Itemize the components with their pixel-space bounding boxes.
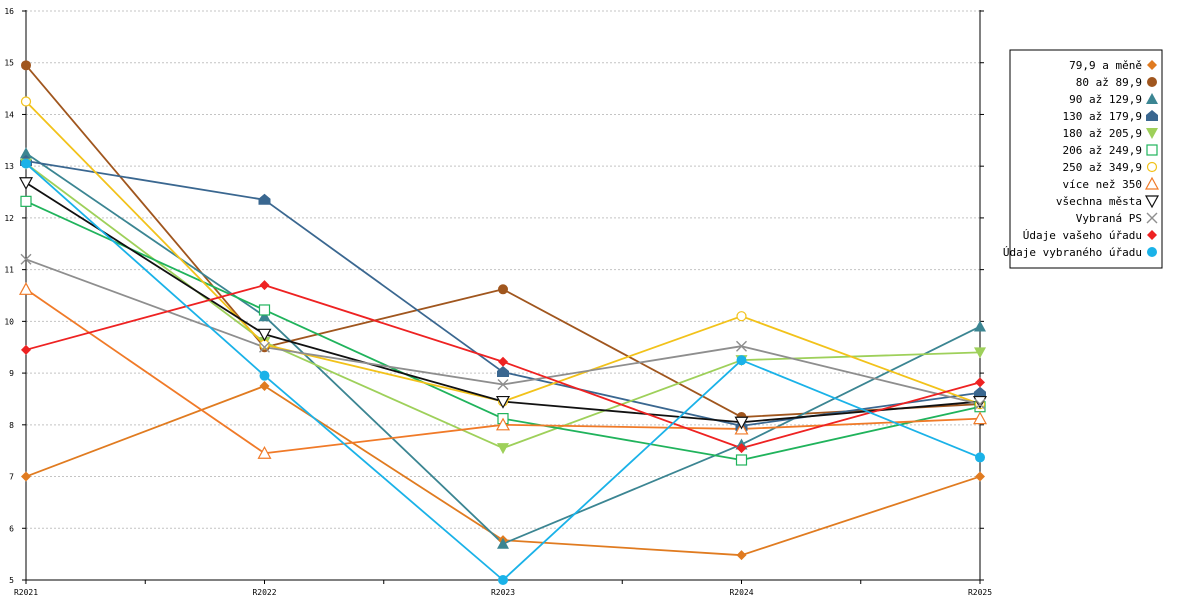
data-point-daje-vybran-ho-adu — [498, 575, 508, 585]
legend-label: 90 až 129,9 — [1069, 93, 1142, 106]
data-point-v-echna-m-sta — [495, 395, 511, 409]
data-point-daje-vybran-ho-adu — [21, 158, 31, 169]
axes: 5 6 7 8 9 10 11 12 13 14 15 16 R2021 R2022 R2023 R2024 R… — [4, 7, 992, 597]
legend-label: 79,9 a měně — [1069, 59, 1142, 72]
series-line-90-a-129-9 — [25, 152, 981, 545]
legend: 79,9 a měně 80 až 89,9 90 až 129,9 130 až 1… — [1003, 49, 1163, 269]
y-tick-label: 13 — [4, 162, 14, 171]
legend-marker — [1144, 176, 1160, 190]
data-point-v-ce-ne-350 — [18, 282, 34, 295]
x-tick-label: R2025 — [968, 588, 992, 597]
legend-marker — [1146, 144, 1158, 156]
y-tick-label: 11 — [4, 266, 14, 275]
data-point-206-a-249-9 — [735, 454, 748, 466]
data-point-daje-va-eho-adu — [498, 356, 508, 367]
data-point-250-a-349-9 — [736, 311, 747, 322]
data-point-v-echna-m-sta — [734, 416, 749, 430]
data-point-vybran-ps — [20, 253, 32, 265]
data-point-daje-vybran-ho-adu — [736, 355, 747, 366]
data-point-daje-vybran-ho-adu — [259, 370, 270, 381]
legend-box — [1009, 49, 1163, 269]
legend-label: Vybraná PS — [1076, 212, 1142, 225]
data-point-vybran-ps — [736, 340, 747, 352]
data-point-vybran-ps — [497, 378, 509, 390]
data-point-90-a-129-9 — [974, 320, 986, 332]
legend-label: 180 až 205,9 — [1063, 127, 1142, 140]
legend-label: 130 až 179,9 — [1063, 110, 1142, 123]
data-point-130-a-179-9 — [497, 366, 509, 378]
legend-marker — [1147, 230, 1157, 240]
data-point-daje-va-eho-adu — [21, 344, 31, 355]
y-tick-label: 16 — [4, 7, 14, 16]
data-point-180-a-205-9 — [974, 347, 986, 359]
legend-label: všechna města — [1056, 195, 1142, 208]
data-point-130-a-179-9 — [258, 193, 271, 205]
y-tick-label: 12 — [4, 214, 14, 223]
data-point-vybran-ps — [259, 341, 270, 353]
legend-marker — [1144, 195, 1160, 209]
data-point-250-a-349-9 — [20, 96, 32, 107]
series-lines — [18, 60, 988, 585]
data-point-90-a-129-9 — [20, 147, 32, 159]
data-point-v-ce-ne-350 — [495, 417, 511, 431]
legend-marker — [1146, 93, 1158, 104]
data-point-80-a-89-9 — [498, 284, 508, 295]
legend-marker — [1146, 128, 1158, 139]
legend-label: více než 350 — [1063, 178, 1142, 191]
series-line-vybran-ps — [25, 258, 981, 406]
data-point-daje-va-eho-adu — [259, 280, 270, 291]
y-tick-label: 7 — [9, 473, 14, 482]
legend-label: 250 až 349,9 — [1063, 161, 1142, 174]
x-tick-label: R2022 — [252, 588, 276, 597]
data-point-130-a-179-9 — [974, 386, 986, 398]
data-point-90-a-129-9 — [497, 537, 509, 549]
legend-label: 80 až 89,9 — [1076, 76, 1142, 89]
y-tick-label: 9 — [9, 369, 14, 378]
legend-marker — [1146, 110, 1158, 121]
data-point-v-ce-ne-350 — [972, 411, 988, 425]
y-tick-label: 14 — [4, 110, 14, 119]
series-line-v-echna-m-sta — [25, 181, 981, 424]
data-point-v-echna-m-sta — [18, 177, 34, 190]
legend-label: Údaje vybraného úřadu — [1003, 246, 1142, 259]
legend-marker — [1146, 212, 1158, 224]
x-tick-label: R2023 — [491, 588, 515, 597]
x-tick-label: R2024 — [729, 588, 753, 597]
legend-marker — [1147, 247, 1157, 257]
legend-marker — [1147, 60, 1157, 70]
legend-marker — [1147, 77, 1157, 87]
data-point-180-a-205-9 — [497, 443, 509, 455]
y-tick-label: 8 — [9, 421, 14, 430]
y-tick-label: 5 — [9, 576, 14, 585]
y-tick-label: 6 — [9, 524, 14, 533]
data-point-79-9-a-m-n — [975, 471, 985, 482]
data-point-90-a-129-9 — [258, 310, 271, 322]
legend-label: 206 až 249,9 — [1063, 144, 1142, 157]
data-point-daje-va-eho-adu — [975, 377, 985, 388]
data-point-79-9-a-m-n — [21, 471, 31, 482]
data-point-79-9-a-m-n — [736, 550, 747, 561]
y-tick-label: 10 — [4, 317, 14, 326]
data-point-daje-vybran-ho-adu — [975, 452, 985, 463]
y-tick-label: 15 — [4, 59, 14, 68]
data-point-daje-va-eho-adu — [736, 443, 747, 454]
data-point-v-ce-ne-350 — [257, 446, 272, 459]
data-point-79-9-a-m-n — [259, 381, 270, 392]
data-point-v-echna-m-sta — [257, 328, 272, 342]
data-point-vybran-ps — [974, 398, 986, 410]
x-tick-label: R2021 — [14, 588, 38, 597]
data-point-206-a-249-9 — [258, 304, 271, 316]
legend-marker — [1146, 161, 1158, 173]
legend-label: Údaje vašeho úřadu — [1023, 229, 1142, 242]
data-point-80-a-89-9 — [21, 60, 31, 71]
data-point-206-a-249-9 — [20, 195, 32, 207]
